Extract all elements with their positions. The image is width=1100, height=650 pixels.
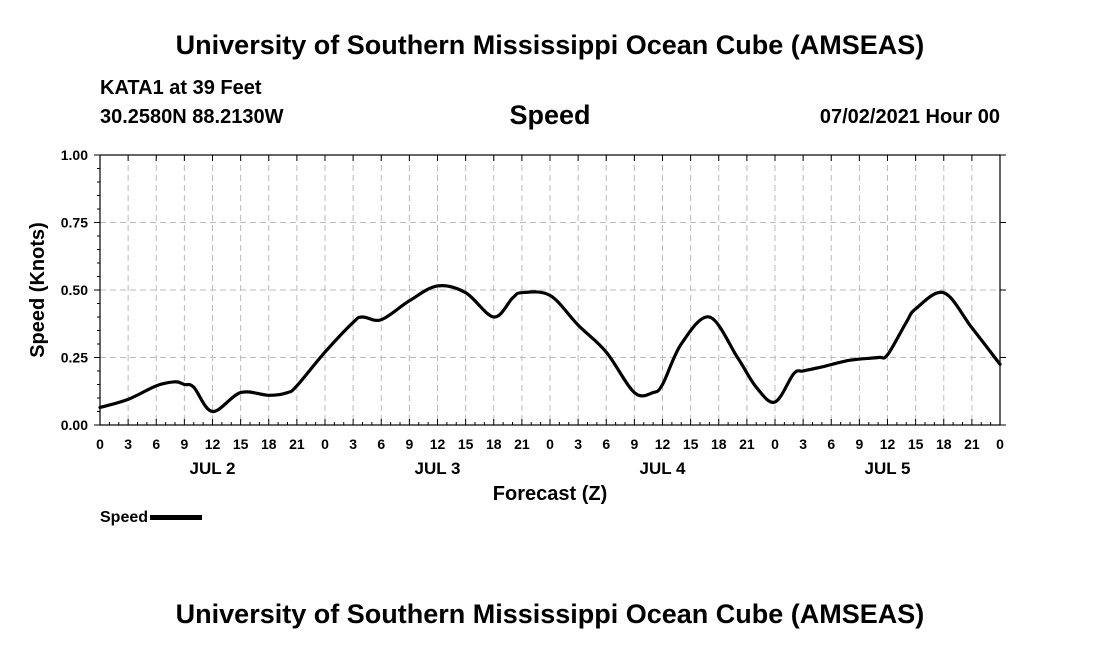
x-tick-label: 9 bbox=[180, 436, 188, 452]
legend-line-swatch bbox=[150, 515, 203, 521]
tick-labels: 0 3 6 9 12 15 18 21 0 3 6 9 12 15 18 21 0 3 6 9 12 15 18 21 0 3 6 9… bbox=[61, 147, 1004, 478]
x-tick-label: 15 bbox=[458, 436, 474, 452]
x-tick-label: 0 bbox=[546, 436, 554, 452]
day-label: JUL 3 bbox=[415, 459, 461, 478]
station-label: KATA1 at 39 Feet bbox=[100, 77, 262, 99]
day-label: JUL 4 bbox=[640, 459, 687, 478]
axes bbox=[94, 154, 1006, 426]
x-tick-label: 0 bbox=[771, 436, 779, 452]
x-tick-label: 3 bbox=[574, 436, 582, 452]
x-tick-label: 12 bbox=[880, 436, 896, 452]
x-tick-label: 18 bbox=[936, 436, 952, 452]
series-layer bbox=[98, 284, 1002, 414]
speed-series-line bbox=[98, 284, 1002, 414]
x-tick-label: 21 bbox=[964, 436, 980, 452]
forecast-datetime: 07/02/2021 Hour 00 bbox=[819, 106, 1000, 128]
x-tick-label: 3 bbox=[799, 436, 807, 452]
chart-title: Speed bbox=[509, 100, 591, 130]
x-tick-label: 15 bbox=[683, 436, 699, 452]
day-label: JUL 5 bbox=[865, 459, 911, 478]
x-tick-label: 9 bbox=[855, 436, 863, 452]
x-tick-label: 15 bbox=[233, 436, 249, 452]
x-tick-label: 6 bbox=[602, 436, 610, 452]
x-tick-label: 6 bbox=[377, 436, 385, 452]
x-tick-label: 9 bbox=[630, 436, 638, 452]
x-tick-label: 21 bbox=[739, 436, 755, 452]
day-label: JUL 2 bbox=[190, 459, 236, 478]
bottom-title: University of Southern Mississippi Ocean… bbox=[175, 599, 925, 629]
x-tick-label: 0 bbox=[96, 436, 104, 452]
x-tick-label: 0 bbox=[996, 436, 1004, 452]
x-tick-label: 9 bbox=[405, 436, 413, 452]
x-tick-label: 0 bbox=[321, 436, 329, 452]
y-tick-label: 0.00 bbox=[61, 417, 88, 433]
x-tick-label: 15 bbox=[908, 436, 924, 452]
x-tick-label: 3 bbox=[124, 436, 132, 452]
x-axis-label: Forecast (Z) bbox=[493, 483, 607, 505]
y-tick-label: 0.75 bbox=[61, 215, 88, 231]
plot-frame bbox=[99, 154, 1001, 426]
top-title: University of Southern Mississippi Ocean… bbox=[175, 30, 925, 60]
x-tick-label: 18 bbox=[261, 436, 277, 452]
legend-label: Speed bbox=[100, 509, 149, 526]
x-tick-label: 21 bbox=[514, 436, 530, 452]
grid-lines bbox=[100, 155, 1000, 425]
y-tick-label: 1.00 bbox=[61, 147, 88, 163]
coordinates-label: 30.2580N 88.2130W bbox=[100, 106, 284, 128]
y-tick-label: 0.25 bbox=[61, 350, 88, 366]
x-tick-label: 6 bbox=[152, 436, 160, 452]
x-tick-label: 12 bbox=[205, 436, 221, 452]
legend: Speed bbox=[100, 509, 203, 527]
x-tick-label: 12 bbox=[430, 436, 446, 452]
y-tick-label: 0.50 bbox=[61, 282, 88, 298]
x-tick-label: 18 bbox=[486, 436, 502, 452]
x-tick-label: 3 bbox=[349, 436, 357, 452]
y-axis-label: Speed (Knots) bbox=[27, 222, 49, 358]
x-tick-label: 12 bbox=[655, 436, 671, 452]
x-tick-label: 18 bbox=[711, 436, 727, 452]
x-tick-label: 21 bbox=[289, 436, 305, 452]
x-tick-label: 6 bbox=[827, 436, 835, 452]
